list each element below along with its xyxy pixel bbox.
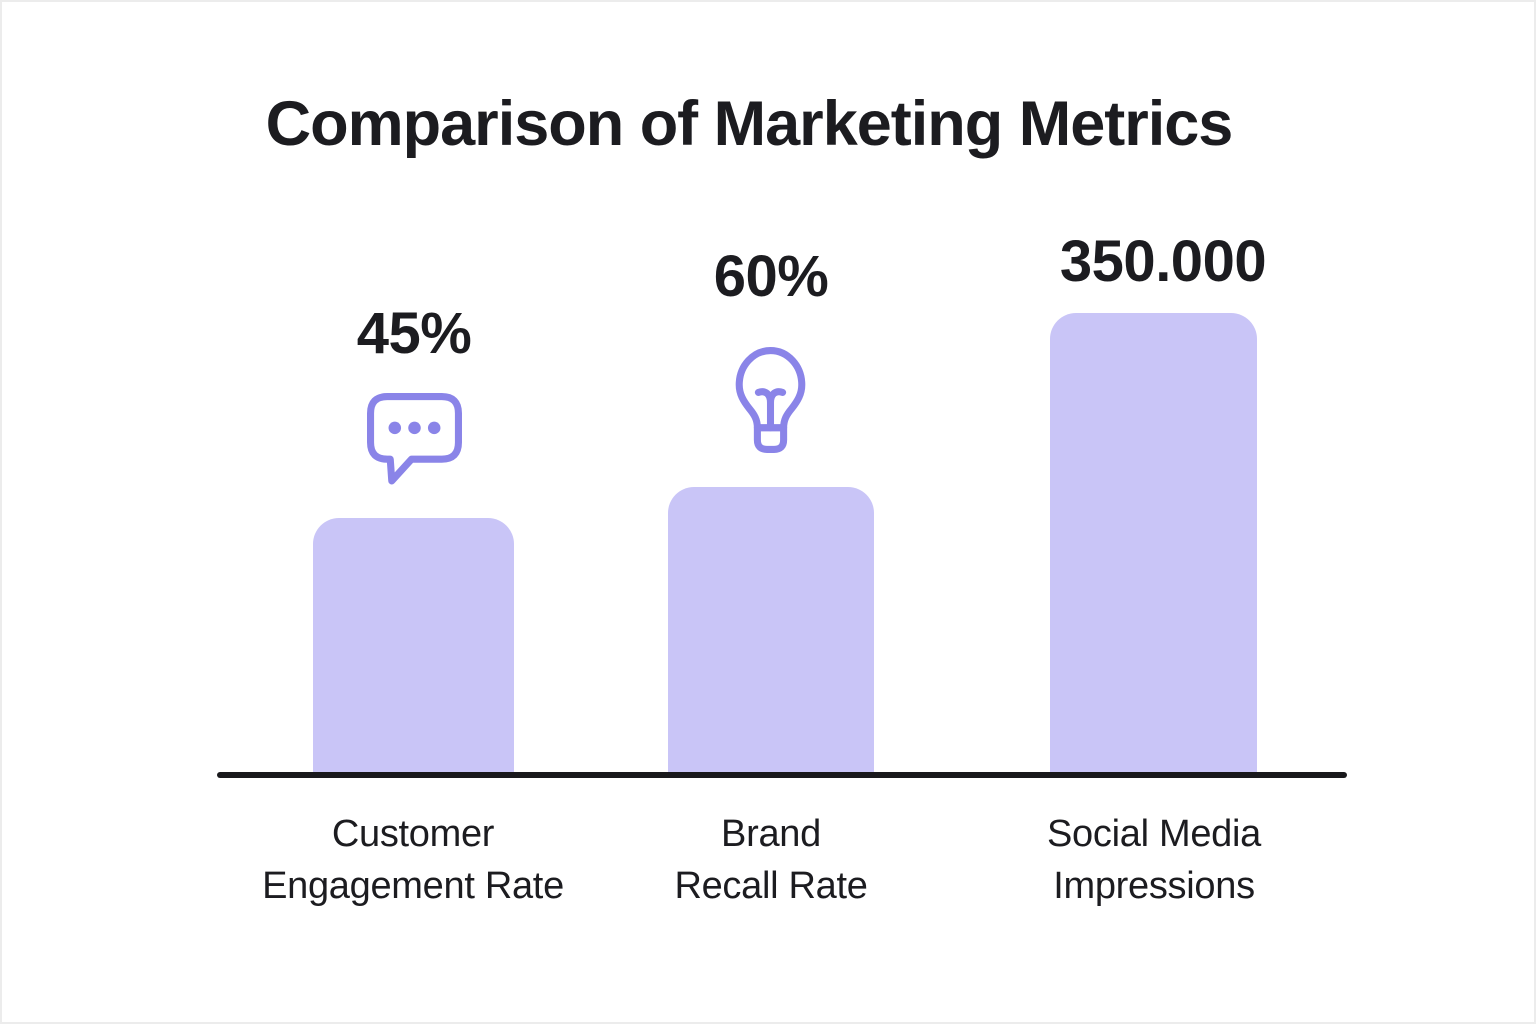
category-label-customer-engagement: Customer Engagement Rate (203, 808, 623, 912)
x-axis-line (217, 772, 1347, 778)
bar-customer-engagement-rate (313, 518, 514, 777)
speech-bubble-icon (367, 393, 462, 485)
value-label-customer-engagement: 45% (356, 301, 472, 366)
value-label-social-impressions: 350.000 (1059, 229, 1267, 294)
bar-social-media-impressions (1050, 313, 1257, 777)
category-line: Engagement Rate (262, 865, 564, 908)
category-label-brand-recall: Brand Recall Rate (561, 808, 981, 912)
category-label-social-impressions: Social Media Impressions (944, 808, 1364, 912)
chart-title: Comparison of Marketing Metrics (265, 89, 1234, 159)
category-line: Brand (721, 813, 821, 855)
value-label-brand-recall: 60% (713, 244, 829, 309)
category-line: Social Media (1047, 813, 1261, 855)
bar-brand-recall-rate (668, 487, 874, 777)
category-line: Impressions (1053, 865, 1255, 908)
lightbulb-icon (735, 347, 806, 453)
category-line: Recall Rate (674, 865, 868, 908)
category-line: Customer (331, 813, 495, 855)
